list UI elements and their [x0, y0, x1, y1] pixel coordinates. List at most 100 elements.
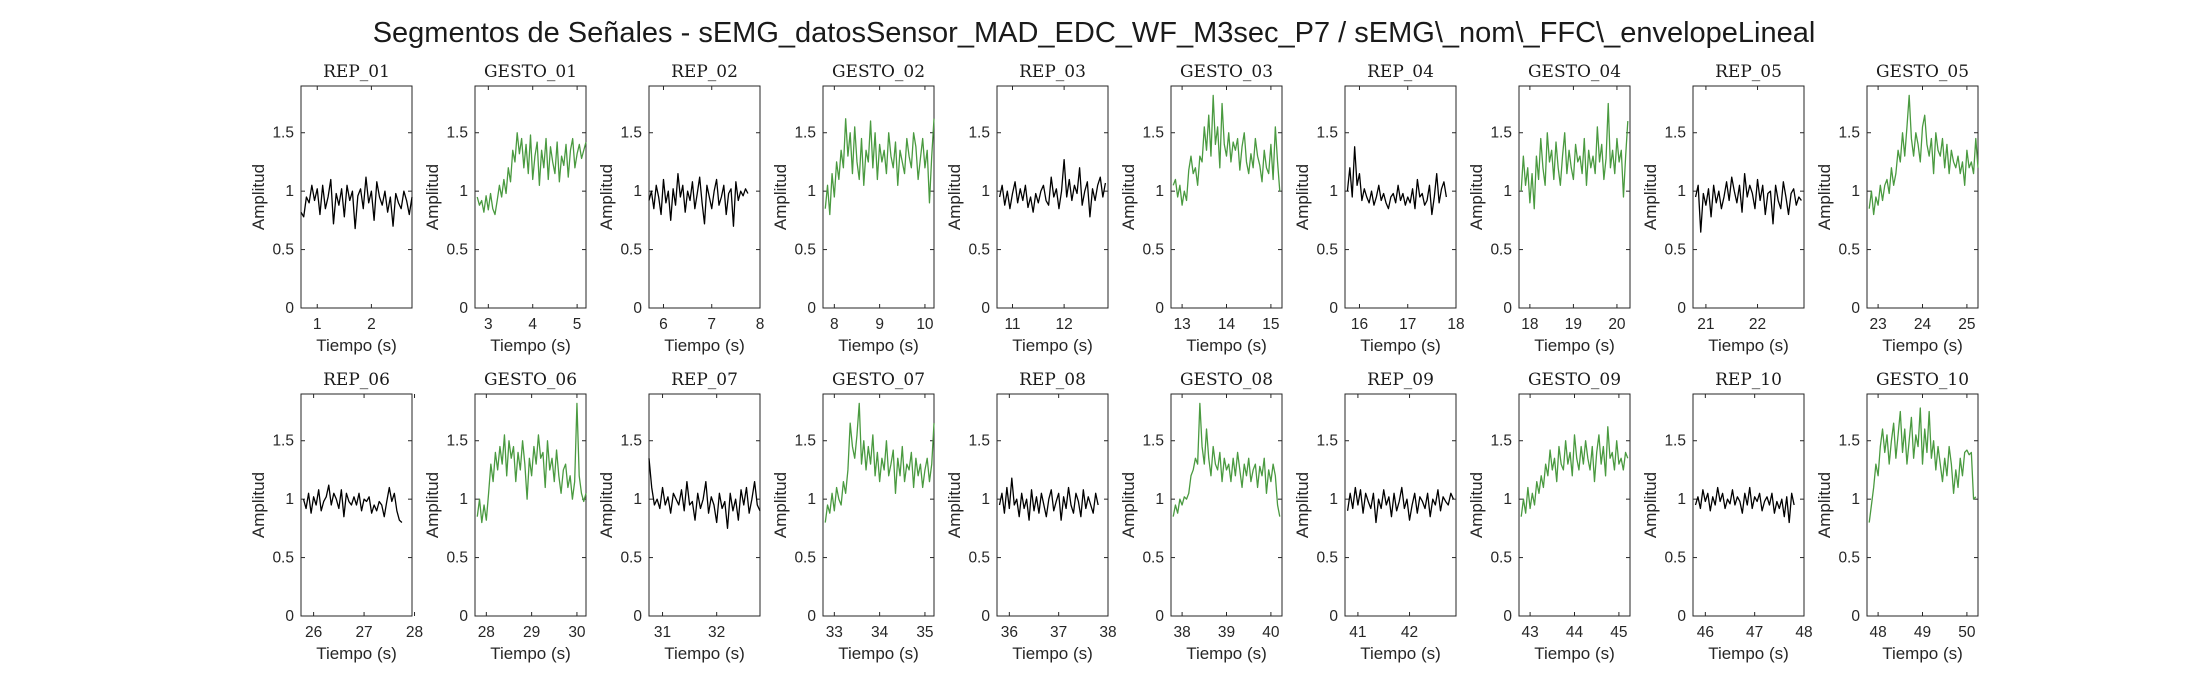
subplot-7: REP_04 0 0.5 1 1.5 16 17 18 Tiempo (s) Amplitud: [1293, 62, 1465, 355]
y-tick-label: 0: [285, 608, 294, 625]
subplot-title: REP_05: [1715, 62, 1782, 82]
x-tick-label: 8: [830, 316, 839, 333]
y-tick-label: 0: [1677, 300, 1686, 317]
plot-area: [648, 393, 761, 617]
x-tick-label: 39: [1218, 624, 1235, 641]
subplot-title: GESTO_02: [832, 62, 925, 82]
y-tick-label: 0.5: [1664, 550, 1686, 567]
y-tick-label: 0.5: [272, 550, 294, 567]
y-axis-label: Amplitud: [1119, 472, 1138, 538]
y-tick-label: 0.5: [446, 242, 468, 259]
x-tick-label: 38: [1173, 624, 1190, 641]
y-axis-label: Amplitud: [249, 472, 268, 538]
subplot-title: GESTO_05: [1876, 62, 1969, 82]
signal-line: [476, 402, 587, 524]
y-tick-label: 1.5: [1316, 125, 1338, 142]
signal-line: [300, 176, 413, 230]
subplot-title: GESTO_03: [1180, 62, 1273, 82]
x-tick-label: 25: [1958, 316, 1975, 333]
y-tick-label: 0.5: [1142, 242, 1164, 259]
subplot-12: GESTO_06 0 0.5 1 1.5 28 29 30 Tiempo (s) Amplitud: [423, 370, 587, 663]
plot-area: [1866, 393, 1979, 617]
x-tick-label: 33: [826, 624, 843, 641]
y-axis-label: Amplitud: [1467, 472, 1486, 538]
y-tick-label: 1: [1155, 183, 1164, 200]
x-tick-label: 9: [875, 316, 884, 333]
y-tick-label: 0.5: [794, 550, 816, 567]
y-tick-label: 0: [981, 300, 990, 317]
y-tick-label: 1.5: [446, 125, 468, 142]
subplot-11: REP_06 0 0.5 1 1.5 26 27 28 Tiempo (s) Amplitud: [249, 370, 423, 663]
y-tick-label: 1: [459, 491, 468, 508]
y-axis-label: Amplitud: [771, 472, 790, 538]
x-tick-label: 13: [1173, 316, 1190, 333]
subplot-18: GESTO_09 0 0.5 1 1.5 43 44 45 Tiempo (s) Amplitud: [1467, 370, 1631, 663]
figure-title: Segmentos de Señales - sEMG_datosSensor_…: [373, 17, 1816, 49]
plot-area: [996, 85, 1109, 309]
y-tick-label: 1: [1677, 491, 1686, 508]
subplot-13: REP_07 0 0.5 1 1.5 31 32 Tiempo (s) Amplitud: [597, 370, 761, 663]
y-tick-label: 1.5: [1838, 433, 1860, 450]
y-tick-label: 0.5: [1316, 242, 1338, 259]
y-tick-label: 0.5: [1838, 242, 1860, 259]
signal-line: [998, 477, 1099, 521]
y-tick-label: 0.5: [1838, 550, 1860, 567]
x-axis-label: Tiempo (s): [1186, 644, 1267, 663]
subplot-title: GESTO_09: [1528, 370, 1621, 390]
x-tick-label: 16: [1351, 316, 1368, 333]
x-tick-label: 18: [1447, 316, 1464, 333]
signal-line: [476, 132, 587, 216]
y-tick-label: 1.5: [446, 433, 468, 450]
y-tick-label: 0: [1155, 300, 1164, 317]
y-tick-label: 0.5: [620, 242, 642, 259]
y-tick-label: 1.5: [620, 433, 642, 450]
y-axis-label: Amplitud: [597, 164, 616, 230]
y-tick-label: 1: [1503, 491, 1512, 508]
plot-area: [822, 85, 935, 309]
y-tick-label: 0.5: [794, 242, 816, 259]
x-tick-label: 35: [916, 624, 933, 641]
y-tick-label: 1: [1503, 183, 1512, 200]
x-tick-label: 41: [1349, 624, 1366, 641]
y-tick-label: 1.5: [794, 125, 816, 142]
subplot-title: GESTO_08: [1180, 370, 1273, 390]
y-tick-label: 0.5: [1142, 550, 1164, 567]
x-tick-label: 1: [313, 316, 322, 333]
y-tick-label: 0: [285, 300, 294, 317]
y-tick-label: 1.5: [1490, 125, 1512, 142]
x-tick-label: 38: [1099, 624, 1116, 641]
y-tick-label: 1: [807, 491, 816, 508]
y-tick-label: 1: [1851, 491, 1860, 508]
x-tick-label: 19: [1565, 316, 1582, 333]
y-axis-label: Amplitud: [597, 472, 616, 538]
x-axis-label: Tiempo (s): [1186, 336, 1267, 355]
y-tick-label: 1.5: [620, 125, 642, 142]
subplot-15: REP_08 0 0.5 1 1.5 36 37 38 Tiempo (s) Amplitud: [945, 370, 1117, 663]
signal-line: [1520, 102, 1629, 210]
y-tick-label: 0: [1503, 300, 1512, 317]
x-tick-label: 23: [1869, 316, 1886, 333]
x-tick-label: 4: [528, 316, 537, 333]
plot-area: [1866, 85, 1979, 309]
y-tick-label: 1: [807, 183, 816, 200]
plot-area: [1518, 393, 1631, 617]
y-tick-label: 0: [633, 608, 642, 625]
plot-area: [1170, 393, 1283, 617]
y-axis-label: Amplitud: [945, 472, 964, 538]
y-axis-label: Amplitud: [1815, 472, 1834, 538]
x-axis-label: Tiempo (s): [1012, 644, 1093, 663]
subplot-9: REP_05 0 0.5 1 1.5 21 22 Tiempo (s) Amplitud: [1641, 62, 1805, 355]
x-tick-label: 22: [1749, 316, 1766, 333]
signal-line: [1694, 172, 1802, 233]
x-tick-label: 49: [1914, 624, 1931, 641]
subplot-16: GESTO_08 0 0.5 1 1.5 38 39 40 Tiempo (s) Amplitud: [1119, 370, 1283, 663]
y-tick-label: 0.5: [446, 550, 468, 567]
x-tick-label: 47: [1746, 624, 1763, 641]
y-tick-label: 1.5: [1142, 433, 1164, 450]
x-axis-label: Tiempo (s): [490, 644, 571, 663]
y-tick-label: 1.5: [1664, 125, 1686, 142]
y-tick-label: 1.5: [272, 433, 294, 450]
x-axis-label: Tiempo (s): [838, 644, 919, 663]
